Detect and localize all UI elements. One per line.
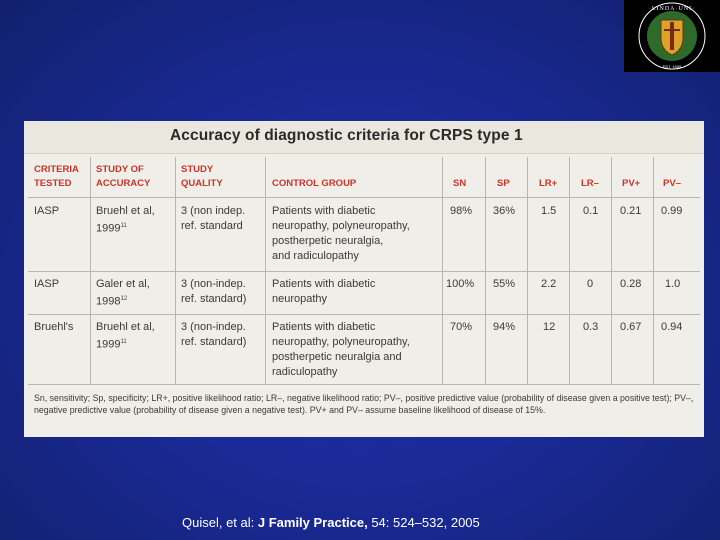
header-criteria: CRITERIA TESTED [34,164,79,189]
cell-pv-plus: 0.67 [620,321,642,333]
cell-lr-plus: 1.5 [541,205,557,217]
column-divider [90,157,91,384]
cell-criteria: Bruehl's [34,321,74,333]
cell-sp: 36% [493,205,516,217]
column-divider [175,157,176,384]
cell-sn: 100% [446,278,475,290]
footnote-area [28,385,700,433]
cell-control: Patients with diabetic neuropathy, polyn… [272,321,410,378]
citation-details: 54: 524–532, 2005 [367,515,480,530]
column-divider [653,157,654,384]
crps-accuracy-table: Accuracy of diagnostic criteria for CRPS… [24,121,704,437]
column-divider [569,157,570,384]
header-lr-minus: LR– [581,178,599,189]
table-footnote: Sn, sensitivity; Sp, specificity; LR+, p… [34,393,694,415]
cell-lr-plus: 2.2 [541,278,557,290]
cell-lr-minus: 0 [587,278,594,290]
cell-study: Galer et al, 199812 [96,278,150,308]
column-divider [265,157,266,384]
cell-control: Patients with diabetic neuropathy [272,278,376,305]
svg-text:EST. 1905: EST. 1905 [663,64,682,69]
citation: Quisel, et al: J Family Practice, 54: 52… [182,515,480,530]
cell-study: Bruehl et al, 199911 [96,321,155,351]
table-title: Accuracy of diagnostic criteria for CRPS… [170,127,523,144]
cell-quality: 3 (non-indep. ref. standard) [181,321,247,348]
cell-sn: 70% [450,321,473,333]
cell-pv-minus: 0.99 [661,205,683,217]
header-divider [28,197,700,198]
column-divider [485,157,486,384]
cell-study: Bruehl et al, 199911 [96,205,155,235]
header-lr-plus: LR+ [539,178,558,189]
table-title-bar: Accuracy of diagnostic criteria for CRPS… [24,121,704,154]
header-study: STUDY OF ACCURACY [96,164,151,189]
cell-quality: 3 (non indep. ref. standard [181,205,246,232]
header-sn: SN [453,178,467,189]
cell-pv-minus: 0.94 [661,321,683,333]
cell-criteria: IASP [34,278,60,290]
university-seal-logo: EST. 1905 ·LINDA·UNI· [624,0,720,72]
row-divider [28,314,700,315]
header-sp: SP [497,178,510,189]
cell-criteria: IASP [34,205,60,217]
cell-sp: 94% [493,321,516,333]
citation-journal: J Family Practice, [257,515,368,530]
column-divider [611,157,612,384]
cell-lr-plus: 12 [543,321,556,333]
cell-quality: 3 (non-indep. ref. standard) [181,278,247,305]
cell-pv-minus: 1.0 [665,278,681,290]
cell-control: Patients with diabetic neuropathy, polyn… [272,205,410,262]
header-pv-plus: PV+ [622,178,641,189]
header-control: CONTROL GROUP [272,178,357,189]
row-divider [28,271,700,272]
cell-lr-minus: 0.1 [583,205,599,217]
header-pv-minus: PV– [663,178,681,189]
citation-authors: Quisel, et al: [182,515,258,530]
cell-lr-minus: 0.3 [583,321,599,333]
cell-sn: 98% [450,205,473,217]
header-quality: STUDY QUALITY [181,164,223,189]
svg-text:·LINDA·UNI·: ·LINDA·UNI· [649,6,695,12]
cell-pv-plus: 0.21 [620,205,642,217]
cell-sp: 55% [493,278,516,290]
column-divider [527,157,528,384]
row-divider [28,384,700,385]
column-divider [442,157,443,384]
cell-pv-plus: 0.28 [620,278,642,290]
